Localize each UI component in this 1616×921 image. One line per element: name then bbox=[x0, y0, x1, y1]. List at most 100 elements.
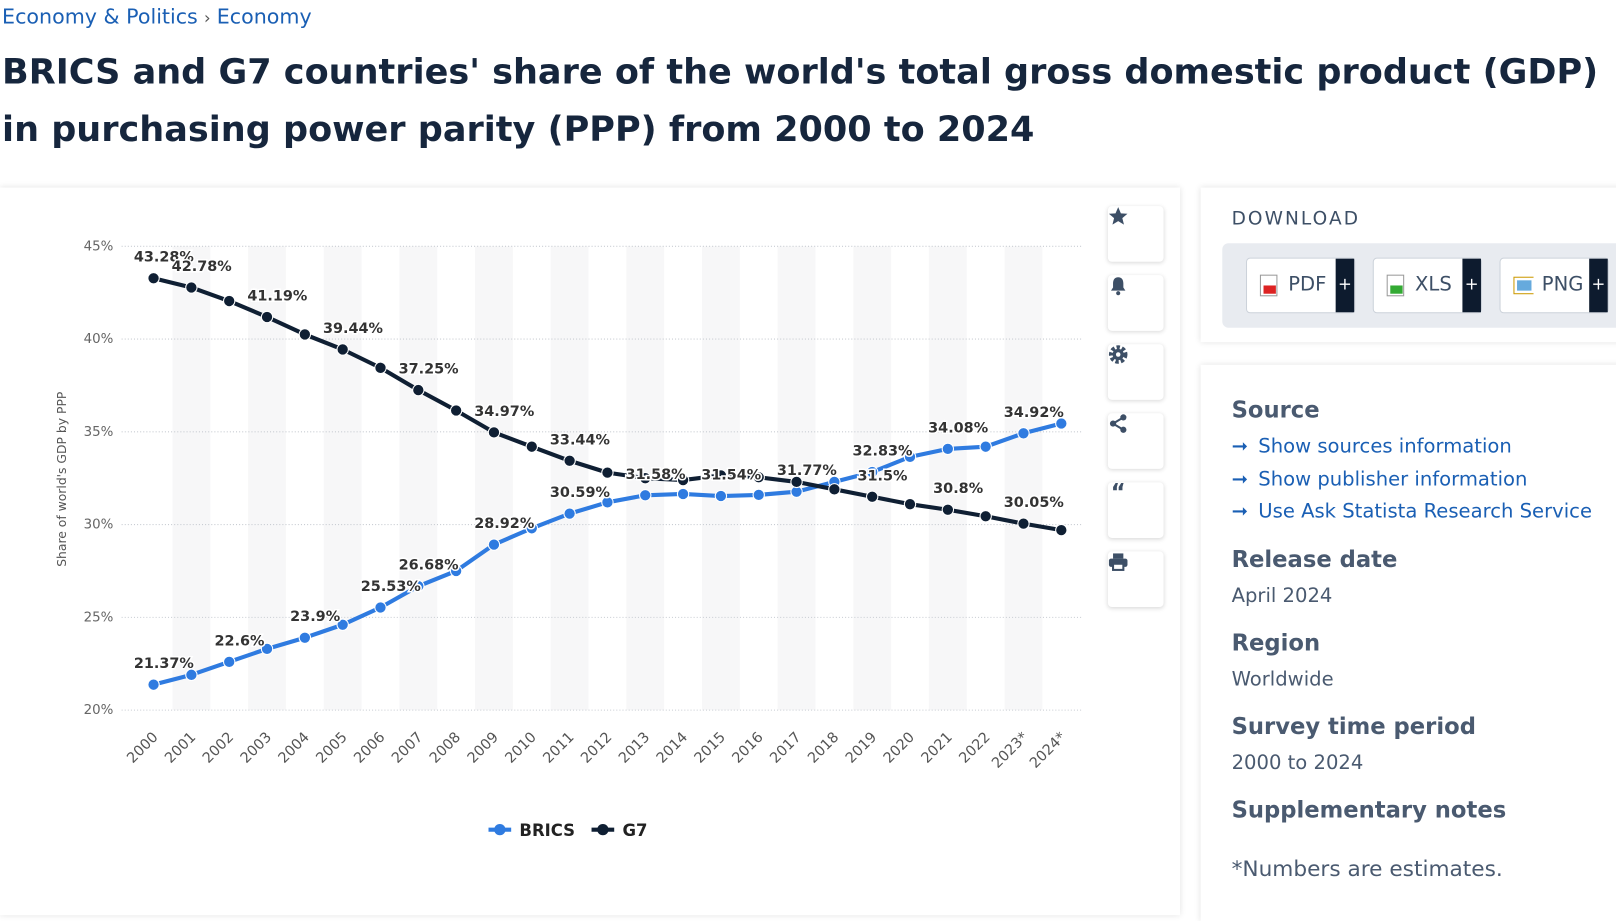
data-label: 41.19% bbox=[247, 289, 307, 305]
breadcrumb-link[interactable]: Economy & Politics bbox=[2, 4, 198, 29]
details-card: Source ➞ Show sources information ➞ Show p… bbox=[1200, 364, 1616, 921]
data-label: 34.08% bbox=[928, 420, 988, 436]
source-link[interactable]: ➞ Show publisher information bbox=[1231, 467, 1528, 491]
x-tick-label: 2000 bbox=[124, 729, 161, 766]
column-band bbox=[550, 246, 589, 711]
chart-card: 20% 25% 30% 35% 40% 45% Share of world's GDP b… bbox=[0, 187, 1181, 916]
link-text: Use Ask Statista Research Service bbox=[1258, 499, 1593, 523]
data-label: 25.53% bbox=[361, 579, 421, 595]
data-label: 42.78% bbox=[172, 259, 232, 275]
y-axis-label: Share of world's GDP by PPP bbox=[55, 391, 69, 567]
y-tick-label: 45% bbox=[84, 239, 114, 254]
x-tick-label: 2005 bbox=[313, 729, 350, 766]
x-tick-label: 2008 bbox=[427, 729, 464, 766]
x-tick-label: 2003 bbox=[238, 729, 275, 766]
x-tick-label: 2016 bbox=[729, 729, 766, 766]
legend-marker bbox=[597, 823, 609, 836]
data-point bbox=[298, 631, 312, 644]
x-tick-label: 2001 bbox=[162, 729, 199, 766]
x-tick-label: 2006 bbox=[351, 729, 388, 766]
x-tick-label: 2017 bbox=[767, 729, 804, 766]
data-label: 30.8% bbox=[933, 481, 983, 497]
button-plus[interactable]: + bbox=[1335, 258, 1355, 313]
data-point bbox=[866, 465, 879, 479]
link-text: Show sources information bbox=[1258, 434, 1512, 458]
page-title: BRICS and G7 countries' share of the wor… bbox=[2, 51, 1599, 151]
link-text: Show publisher information bbox=[1258, 467, 1528, 491]
separator: › bbox=[203, 8, 211, 28]
data-point bbox=[752, 471, 765, 484]
data-label: 28.92% bbox=[474, 516, 534, 532]
region-heading: Region bbox=[1231, 630, 1321, 657]
share-button[interactable] bbox=[1107, 413, 1164, 469]
download-bar: PDF + XLS + PNG + bbox=[1222, 243, 1616, 328]
data-label: 22.6% bbox=[215, 633, 265, 649]
x-tick-label: 2021 bbox=[919, 729, 956, 766]
alert-button[interactable] bbox=[1107, 275, 1164, 331]
data-point bbox=[487, 426, 501, 439]
x-tick-label: 2011 bbox=[540, 729, 577, 766]
data-point bbox=[563, 507, 576, 520]
release-value: April 2024 bbox=[1231, 584, 1333, 608]
data-point bbox=[1017, 517, 1030, 530]
data-label: 23.9% bbox=[290, 609, 340, 625]
download-card: DOWNLOAD PDF + XLS + PNG + bbox=[1200, 187, 1616, 343]
data-label: 33.44% bbox=[550, 432, 610, 448]
cite-button[interactable]: “ bbox=[1107, 482, 1164, 538]
data-point bbox=[374, 601, 387, 614]
favorite-button[interactable] bbox=[1107, 206, 1164, 262]
data-point bbox=[223, 294, 236, 308]
column-band bbox=[928, 246, 967, 711]
breadcrumb: Economy & Politics › Economy bbox=[2, 4, 312, 29]
data-label: 21.37% bbox=[134, 656, 194, 672]
source-link[interactable]: ➞ Show sources information bbox=[1231, 434, 1512, 458]
button-plus[interactable]: + bbox=[1462, 258, 1481, 313]
data-point bbox=[563, 454, 576, 467]
data-label: 31.77% bbox=[777, 463, 837, 479]
data-label: 31.58% bbox=[626, 467, 686, 483]
x-tick-label: 2015 bbox=[692, 729, 729, 766]
notes-heading: Supplementary notes bbox=[1231, 797, 1507, 824]
data-label: 30.05% bbox=[1004, 495, 1064, 511]
data-point bbox=[1055, 417, 1068, 430]
y-tick-label: 20% bbox=[84, 703, 114, 718]
data-label: 39.44% bbox=[323, 321, 383, 337]
column-band bbox=[475, 246, 513, 711]
data-point bbox=[336, 618, 349, 631]
release-heading: Release date bbox=[1231, 547, 1398, 574]
column-band bbox=[1004, 246, 1043, 711]
series-line bbox=[153, 421, 1062, 687]
x-tick-label: 2024* bbox=[1027, 729, 1069, 771]
button-plus[interactable]: + bbox=[1589, 258, 1608, 313]
x-tick-label: 2018 bbox=[805, 729, 842, 766]
breadcrumb-link[interactable]: Economy bbox=[216, 4, 312, 29]
data-point bbox=[979, 510, 992, 523]
data-point bbox=[639, 489, 652, 502]
x-tick-label: 2013 bbox=[616, 729, 653, 766]
data-point bbox=[185, 668, 198, 682]
data-point bbox=[714, 469, 728, 482]
data-point bbox=[790, 475, 803, 489]
data-point bbox=[828, 483, 841, 496]
data-label: 34.97% bbox=[474, 404, 534, 420]
data-point bbox=[941, 503, 955, 516]
download-button[interactable]: XLS + bbox=[1372, 257, 1483, 314]
data-label: 31.5% bbox=[858, 468, 908, 484]
data-point bbox=[336, 343, 349, 356]
data-point bbox=[601, 496, 614, 509]
settings-button[interactable] bbox=[1107, 344, 1164, 400]
data-label: 30.59% bbox=[550, 485, 610, 501]
data-label: 34.92% bbox=[1004, 405, 1064, 421]
notes-value: *Numbers are estimates. bbox=[1231, 856, 1503, 882]
source-heading: Source bbox=[1231, 397, 1320, 424]
x-tick-label: 2020 bbox=[881, 729, 918, 766]
download-button[interactable]: PDF + bbox=[1245, 257, 1356, 314]
download-button[interactable]: PNG + bbox=[1499, 257, 1609, 314]
x-tick-label: 2009 bbox=[465, 729, 502, 766]
data-point bbox=[298, 328, 312, 341]
data-point bbox=[412, 383, 425, 397]
print-button[interactable] bbox=[1107, 551, 1164, 608]
x-tick-label: 2014 bbox=[654, 729, 691, 766]
source-link[interactable]: ➞ Use Ask Statista Research Service bbox=[1231, 499, 1593, 523]
x-tick-label: 2007 bbox=[389, 729, 426, 766]
